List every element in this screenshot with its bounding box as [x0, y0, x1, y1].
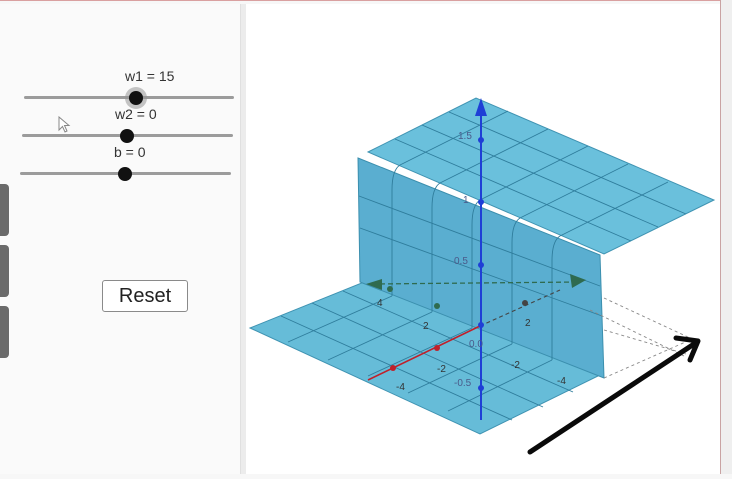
origin-tick: 0.0: [469, 339, 483, 350]
pointer-cursor-icon: [58, 116, 71, 133]
side-tab[interactable]: [0, 184, 9, 236]
side-tab[interactable]: [0, 306, 9, 358]
slider-b: b = 0: [0, 142, 240, 181]
y-tick-neg-2: -2: [437, 364, 446, 375]
z-axis: [475, 98, 487, 420]
y-tick-2: 2: [423, 321, 429, 332]
drawn-arrow-icon: [527, 335, 701, 455]
z-tick-1-5: 1.5: [458, 131, 472, 142]
window-right-edge: [720, 0, 732, 474]
x-tick-neg-4: -4: [557, 376, 566, 387]
z-tick-1: 1: [463, 195, 469, 206]
bounding-box: [589, 297, 691, 379]
slider-b-knob[interactable]: [118, 167, 132, 181]
z-tick-neg-0-5: -0.5: [454, 378, 472, 389]
graphics-3d-view[interactable]: 1.5 1 0.5 0.0 -0.5 4 2 2 -2 -4 -2 -4: [246, 4, 720, 474]
x-axis: [367, 289, 561, 381]
slider-w2: w2 = 0: [0, 104, 240, 143]
slider-w1: w1 = 15: [0, 66, 240, 105]
slider-b-label: b = 0: [114, 144, 146, 160]
z-tick-0-5: 0.5: [454, 256, 468, 267]
slider-w2-knob[interactable]: [120, 129, 134, 143]
upper-grid: [394, 110, 687, 242]
surface-plot[interactable]: 1.5 1 0.5 0.0 -0.5 4 2 2 -2 -4 -2 -4: [246, 4, 720, 474]
algebra-panel: w1 = 15 w2 = 0 b = 0 Reset: [0, 4, 240, 474]
slider-w1-knob[interactable]: [129, 91, 143, 105]
reset-button[interactable]: Reset: [102, 280, 188, 312]
x-tick-neg-2: -2: [511, 360, 520, 371]
side-tab[interactable]: [0, 245, 9, 297]
slider-w1-label: w1 = 15: [125, 68, 175, 84]
y-tick-4: 4: [377, 298, 383, 309]
lower-grid: [280, 290, 574, 421]
y-tick-neg-4: -4: [396, 382, 405, 393]
slider-w2-label: w2 = 0: [115, 106, 157, 122]
x-tick-2: 2: [525, 318, 531, 329]
y-axis: [366, 274, 586, 309]
